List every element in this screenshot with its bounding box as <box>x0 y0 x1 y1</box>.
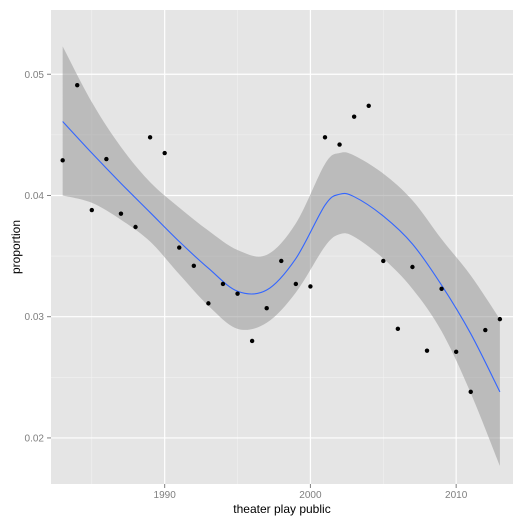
data-point <box>395 326 401 332</box>
x-axis-title: theater play public <box>233 502 330 516</box>
x-tick-label: 2000 <box>299 490 322 501</box>
y-tick-label: 0.05 <box>25 70 45 81</box>
data-point <box>366 103 371 108</box>
data-point <box>322 135 328 140</box>
data-point <box>293 281 299 287</box>
data-point <box>410 264 415 270</box>
data-point <box>497 316 503 322</box>
data-point <box>75 82 80 88</box>
data-point <box>351 114 357 119</box>
data-point <box>249 338 255 344</box>
data-point <box>118 211 124 216</box>
y-tick-label: 0.03 <box>25 312 45 323</box>
data-point <box>162 150 167 156</box>
data-point <box>104 156 109 162</box>
data-point <box>60 158 65 163</box>
confidence-band <box>62 46 500 466</box>
data-point <box>235 291 240 296</box>
data-point <box>424 348 430 353</box>
x-tick-label: 1990 <box>154 490 177 501</box>
data-point <box>308 284 313 289</box>
data-point <box>220 281 226 287</box>
data-point <box>279 258 284 264</box>
data-point <box>468 389 473 395</box>
y-tick-label: 0.04 <box>25 191 45 202</box>
y-axis-title: proportion <box>9 220 23 274</box>
data-point <box>381 258 386 264</box>
data-point <box>147 135 153 140</box>
data-point <box>206 301 211 306</box>
data-point <box>483 327 488 333</box>
data-point <box>453 349 459 355</box>
y-tick-label: 0.02 <box>25 433 45 444</box>
data-points <box>60 82 503 395</box>
data-point <box>177 245 182 250</box>
data-point <box>337 142 342 147</box>
smooth-trend-line <box>62 121 501 393</box>
data-point <box>264 306 269 311</box>
data-point <box>133 224 138 230</box>
data-point <box>439 286 444 292</box>
x-tick-label: 2010 <box>445 490 468 501</box>
y-axis-ticks: 0.02 0.03 0.04 0.05 <box>25 70 51 444</box>
x-axis-ticks: 1990 2000 2010 <box>154 484 468 501</box>
data-point <box>89 207 95 213</box>
data-point <box>191 263 197 268</box>
